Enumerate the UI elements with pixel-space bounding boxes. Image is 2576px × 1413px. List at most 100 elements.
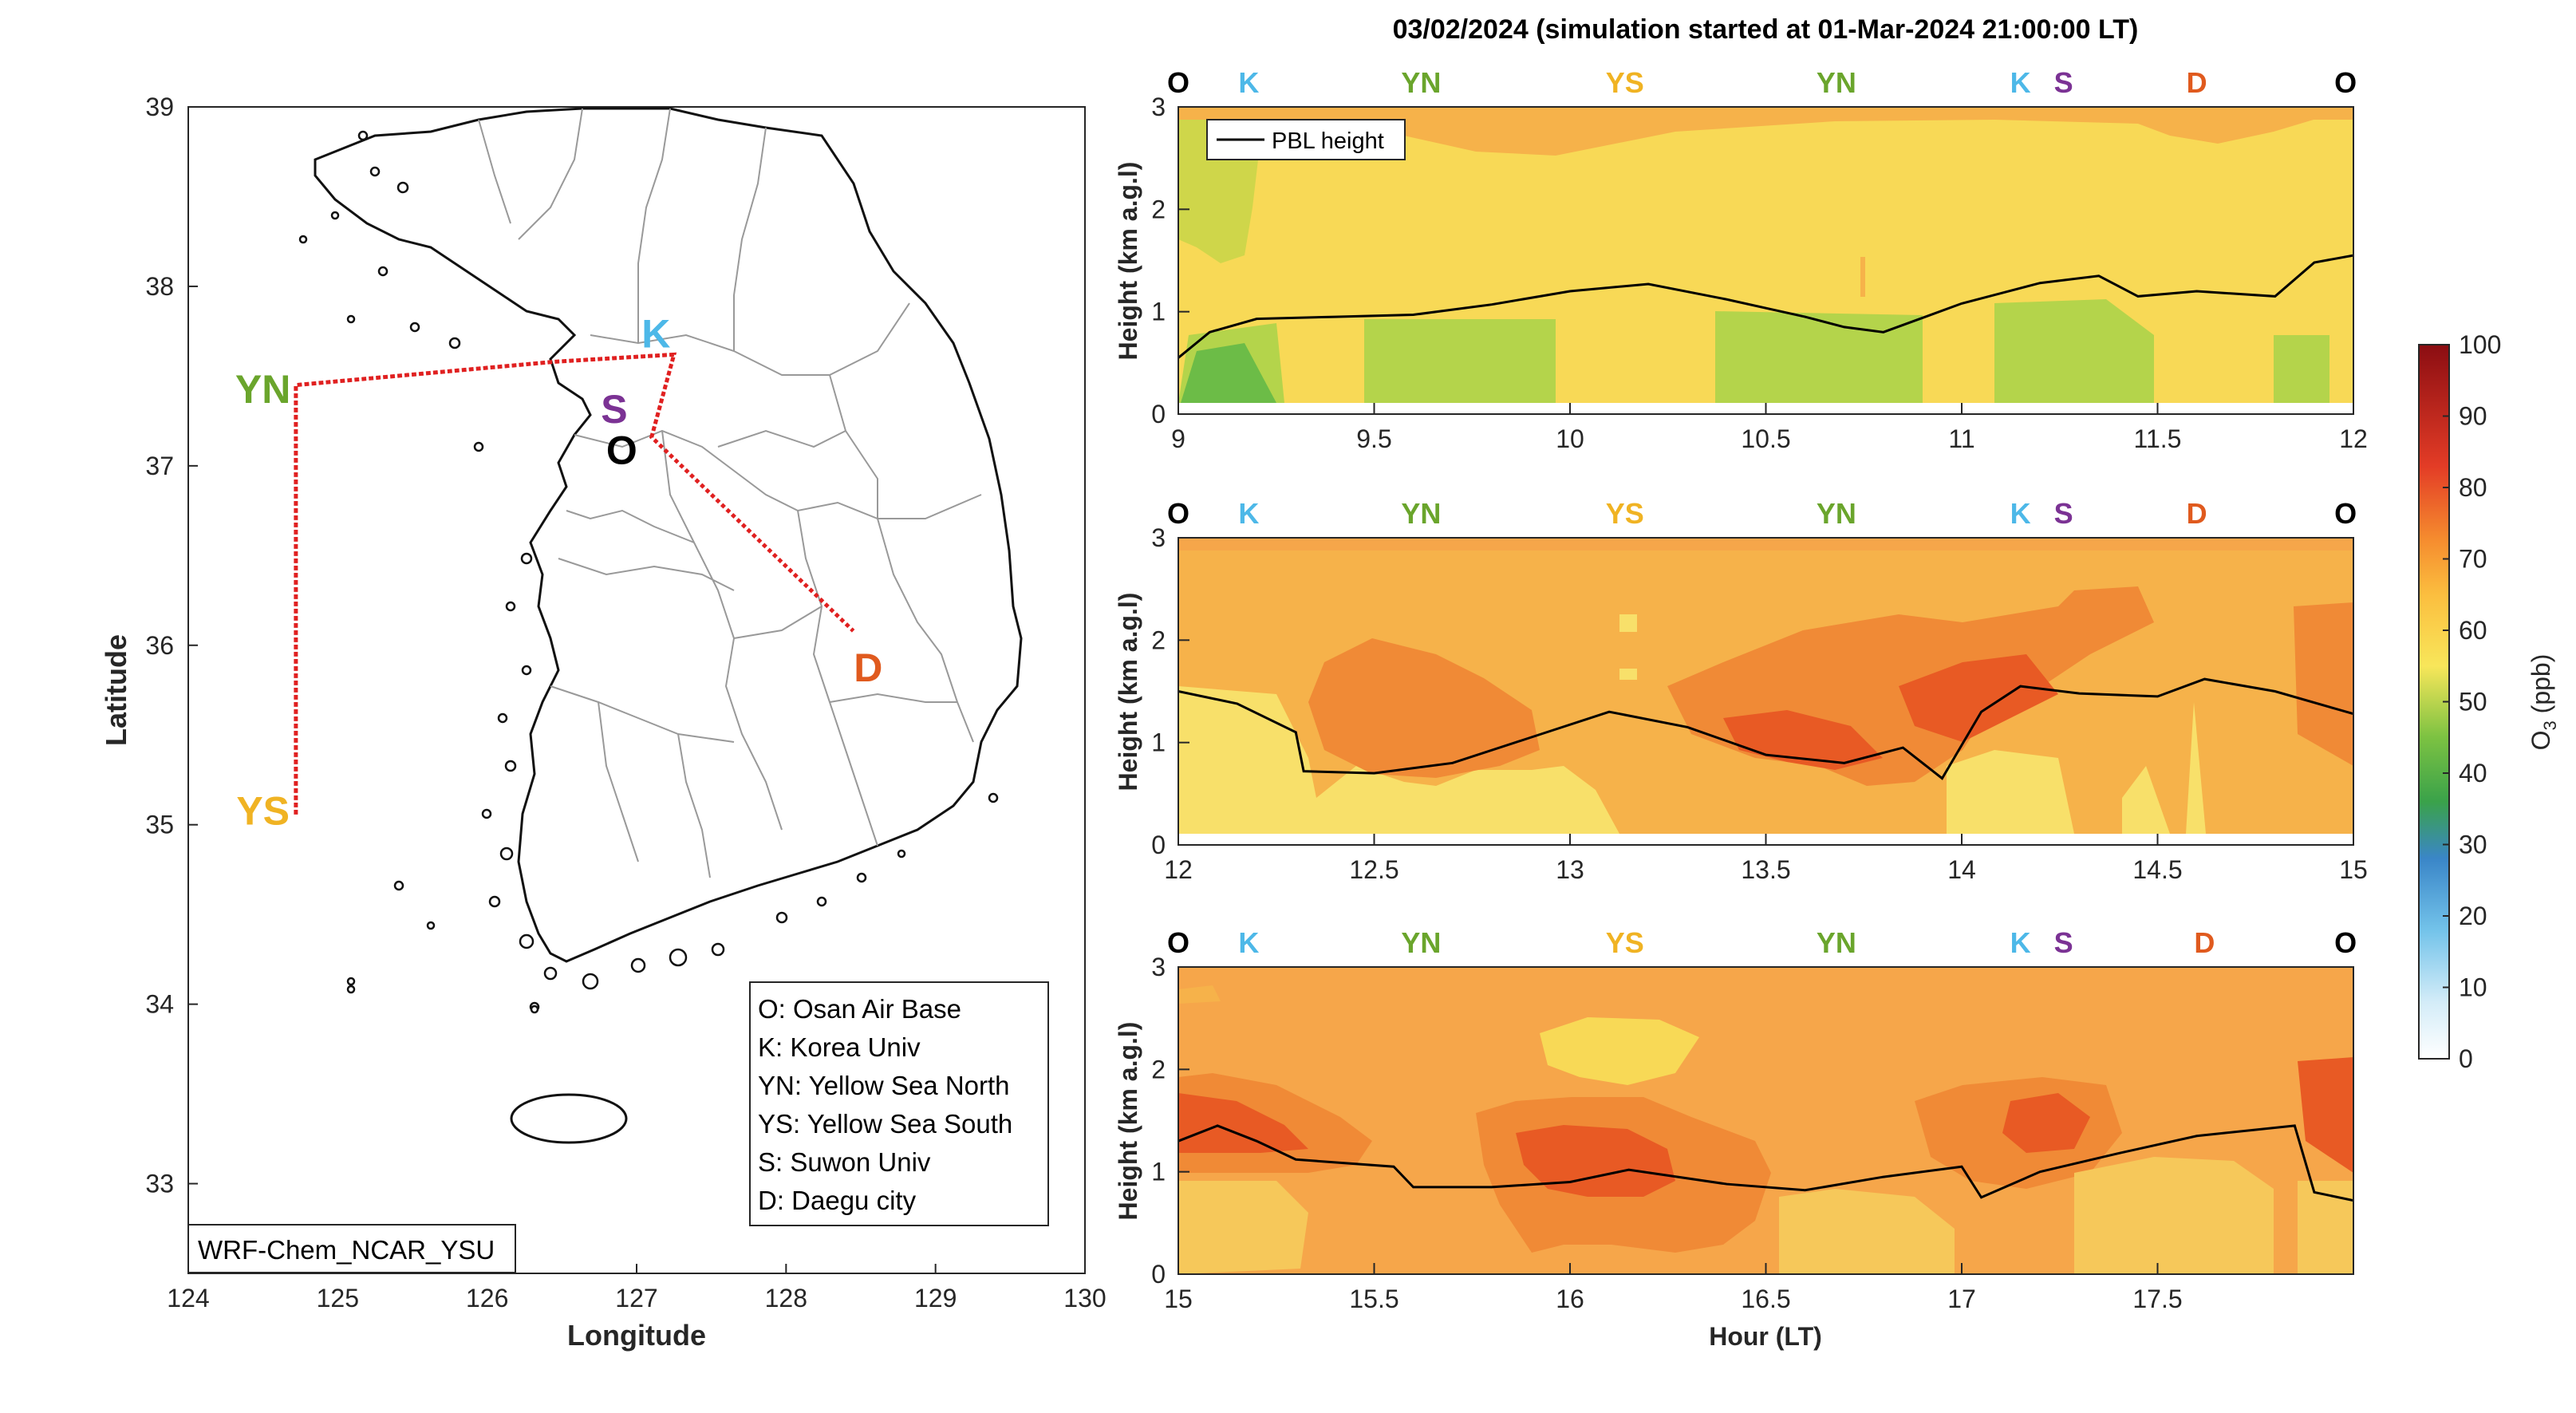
map-ytick-label: 33 bbox=[145, 1170, 174, 1198]
map-site-label: YS bbox=[236, 789, 290, 834]
panel3-site-marker: K bbox=[2010, 926, 2031, 959]
panel1-o3-field bbox=[1178, 107, 2353, 414]
panel2-xtick-label: 12.5 bbox=[1349, 855, 1398, 884]
panel3-ticks: 15 15.5 16 16.5 17 17.5 0 1 2 3 bbox=[1151, 953, 2182, 1313]
map-ytick-label: 39 bbox=[145, 93, 174, 121]
province-boundaries bbox=[478, 108, 982, 878]
map-ytick-label: 36 bbox=[145, 631, 174, 660]
panel1-ytick-label: 2 bbox=[1151, 195, 1166, 223]
panel1-ytick-label: 3 bbox=[1151, 93, 1166, 121]
pbl-height-line bbox=[1178, 677, 2353, 780]
panel3-xtick-label: 15.5 bbox=[1349, 1285, 1398, 1313]
colorbar-tick-label: 80 bbox=[2459, 473, 2487, 502]
panel1-site-marker: O bbox=[2334, 66, 2357, 99]
panel2-ytick-label: 3 bbox=[1151, 523, 1166, 552]
panel1-xtick-label: 11 bbox=[1948, 424, 1974, 453]
colorbar-ticks: 0 10 20 30 40 50 60 70 80 90 100 bbox=[2443, 330, 2501, 1073]
panel2-xtick-label: 13 bbox=[1556, 855, 1584, 884]
map-xtick-label: 124 bbox=[167, 1284, 209, 1312]
panel1-ytick-label: 1 bbox=[1151, 298, 1166, 326]
map-sites: O K YN YS S D bbox=[235, 311, 882, 833]
map-xtick-label: 127 bbox=[615, 1284, 657, 1312]
colorbar-label-unit: (ppb) bbox=[2527, 654, 2555, 721]
panel2-site-marker: S bbox=[2054, 497, 2073, 530]
panel2-site-marker: K bbox=[2010, 497, 2031, 530]
panel3-site-markers: O K YN YS YN K S D O bbox=[1167, 926, 2357, 959]
panel2-site-markers: O K YN YS YN K S D O bbox=[1167, 497, 2357, 530]
panel2-site-marker: YN bbox=[1401, 497, 1441, 530]
panel3-ylabel: Height (km a.g.l) bbox=[1114, 1022, 1142, 1221]
map-legend-box bbox=[749, 981, 1049, 1226]
colorbar-tick-label: 100 bbox=[2459, 330, 2501, 359]
panel3-xtick-label: 15 bbox=[1164, 1285, 1193, 1313]
map-legend-item: K: Korea Univ bbox=[758, 1032, 921, 1062]
panel2-site-marker: K bbox=[1238, 497, 1259, 530]
colorbar: 0 10 20 30 40 50 60 70 80 90 100 O3 (ppb) bbox=[2418, 330, 2560, 1073]
colorbar-label-sub: 3 bbox=[2540, 720, 2560, 730]
map-legend-item: D: Daegu city bbox=[758, 1186, 917, 1215]
panel3-xlabel: Hour (LT) bbox=[1709, 1322, 1822, 1351]
panel1-xtick-label: 9.5 bbox=[1356, 424, 1391, 453]
panel1-site-marker: YN bbox=[1401, 66, 1441, 99]
panel1-site-marker: K bbox=[1238, 66, 1259, 99]
map-xtick-label: 129 bbox=[914, 1284, 957, 1312]
colorbar-tick-label: 40 bbox=[2459, 759, 2487, 787]
model-label-box bbox=[187, 1224, 516, 1273]
colorbar-tick-label: 90 bbox=[2459, 402, 2487, 431]
panel3-ytick-label: 3 bbox=[1151, 953, 1166, 981]
colorbar-tick-label: 20 bbox=[2459, 902, 2487, 930]
route-path bbox=[294, 352, 855, 816]
map-site-label: D bbox=[854, 645, 882, 690]
map-site-label: O bbox=[606, 428, 637, 473]
panel2-xtick-label: 14.5 bbox=[2132, 855, 2182, 884]
panel1-site-marker: K bbox=[2010, 66, 2031, 99]
panel1-site-marker: YS bbox=[1606, 66, 1644, 99]
panel3-site-marker: YN bbox=[1401, 926, 1441, 959]
map-xtick-label: 130 bbox=[1063, 1284, 1106, 1312]
colorbar-tick-label: 60 bbox=[2459, 616, 2487, 645]
panel2-xtick-label: 12 bbox=[1164, 855, 1193, 884]
panel2-site-marker: YN bbox=[1817, 497, 1856, 530]
panel1-site-marker: O bbox=[1167, 66, 1189, 99]
panel3-site-marker: S bbox=[2054, 926, 2073, 959]
panel2-ytick-label: 0 bbox=[1151, 831, 1166, 859]
model-label: WRF-Chem_NCAR_YSU bbox=[187, 1224, 516, 1273]
panel1-ytick-label: 0 bbox=[1151, 400, 1166, 428]
panel1-ylabel: Height (km a.g.l) bbox=[1114, 162, 1142, 361]
jeju-island bbox=[510, 1093, 628, 1144]
colorbar-label: O3 (ppb) bbox=[2527, 654, 2560, 751]
panel1-xtick-label: 10 bbox=[1556, 424, 1584, 453]
panel2-xtick-label: 13.5 bbox=[1741, 855, 1790, 884]
panel2-site-marker: YS bbox=[1606, 497, 1644, 530]
map-xtick-label: 126 bbox=[466, 1284, 508, 1312]
north-islands bbox=[298, 130, 409, 244]
pbl-legend-label: PBL height bbox=[1272, 128, 1384, 154]
map-ytick-label: 37 bbox=[145, 452, 174, 480]
map-xtick-label: 125 bbox=[317, 1284, 359, 1312]
pbl-height-line bbox=[1178, 254, 2353, 359]
panel3-xtick-label: 17.5 bbox=[2132, 1285, 2182, 1313]
panel2-ytick-label: 2 bbox=[1151, 626, 1166, 654]
panel3-xtick-label: 16.5 bbox=[1741, 1285, 1790, 1313]
colorbar-tick-label: 30 bbox=[2459, 831, 2487, 859]
panel2-ytick-label: 1 bbox=[1151, 728, 1166, 757]
colorbar-tick-label: 70 bbox=[2459, 545, 2487, 574]
panel3-o3-field bbox=[1178, 967, 2353, 1274]
panel3-ytick-label: 1 bbox=[1151, 1158, 1166, 1186]
colorbar-tick-label: 10 bbox=[2459, 973, 2487, 1002]
map-legend-item: YN: Yellow Sea North bbox=[758, 1071, 1010, 1100]
small-islands bbox=[346, 266, 999, 1014]
panel1-site-markers: O K YN YS YN K S D O bbox=[1167, 66, 2357, 99]
panel3-site-marker: O bbox=[2334, 926, 2357, 959]
map-panel: O K YN YS S D 124 125 126 127 128 129 130 33 34 35 36 37… bbox=[100, 93, 1107, 1352]
map-ytick-label: 35 bbox=[145, 811, 174, 839]
panel2-o3-field bbox=[1178, 538, 2353, 845]
panel2-xtick-label: 14 bbox=[1947, 855, 1976, 884]
map-legend-item: O: Osan Air Base bbox=[758, 994, 961, 1024]
panel1-xtick-label: 11.5 bbox=[2134, 424, 2182, 453]
pbl-legend: PBL height bbox=[1206, 119, 1406, 160]
